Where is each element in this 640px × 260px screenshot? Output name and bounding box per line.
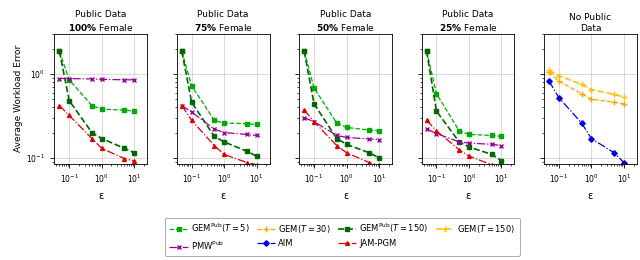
X-axis label: ε: ε [465,191,470,201]
Legend: GEM$^{\mathsf{Pub}}$($T=5$), PMW$^{\mathsf{Pub}}$, GEM($T=30$), AIM, GEM$^{\math: GEM$^{\mathsf{Pub}}$($T=5$), PMW$^{\math… [165,218,520,256]
X-axis label: ε: ε [221,191,226,201]
Title: Public Data
$\bf{75\%}$ Female: Public Data $\bf{75\%}$ Female [194,10,253,33]
Y-axis label: Average Workload Error: Average Workload Error [15,45,24,152]
X-axis label: ε: ε [343,191,348,201]
X-axis label: ε: ε [588,191,593,201]
Title: No Public
Data: No Public Data [570,13,611,33]
Title: Public Data
$\bf{100\%}$ Female: Public Data $\bf{100\%}$ Female [68,10,133,33]
Title: Public Data
$\bf{50\%}$ Female: Public Data $\bf{50\%}$ Female [316,10,375,33]
X-axis label: ε: ε [98,191,104,201]
Title: Public Data
$\bf{25\%}$ Female: Public Data $\bf{25\%}$ Female [438,10,497,33]
